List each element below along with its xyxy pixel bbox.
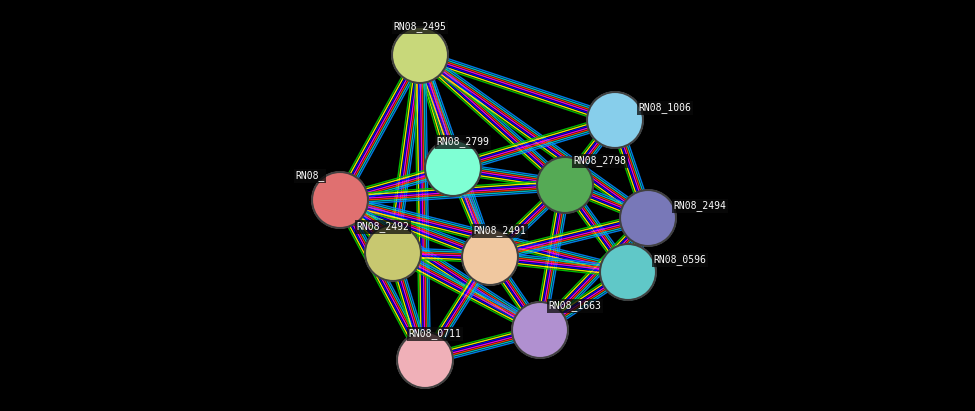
Text: RN08_0711: RN08_0711 xyxy=(409,328,461,339)
Circle shape xyxy=(392,27,448,83)
Circle shape xyxy=(397,332,453,388)
Text: RN08_2491: RN08_2491 xyxy=(474,226,526,236)
Text: RN08_2799: RN08_2799 xyxy=(437,136,489,148)
Circle shape xyxy=(587,92,643,148)
Text: RN08_2495: RN08_2495 xyxy=(394,21,447,32)
Text: RN08_1663: RN08_1663 xyxy=(549,300,602,312)
Circle shape xyxy=(365,225,421,281)
Circle shape xyxy=(600,244,656,300)
Circle shape xyxy=(462,229,518,285)
Text: RN08_1006: RN08_1006 xyxy=(639,103,691,113)
Circle shape xyxy=(425,140,481,196)
Circle shape xyxy=(620,190,676,246)
Circle shape xyxy=(537,157,593,213)
Text: RN08_0596: RN08_0596 xyxy=(653,254,707,266)
Text: RN08_2798: RN08_2798 xyxy=(573,155,626,166)
Text: RN08_2494: RN08_2494 xyxy=(674,201,726,211)
Circle shape xyxy=(312,172,368,228)
Circle shape xyxy=(512,302,568,358)
Text: RN08_2492: RN08_2492 xyxy=(357,222,409,233)
Text: RN08_: RN08_ xyxy=(295,171,325,181)
